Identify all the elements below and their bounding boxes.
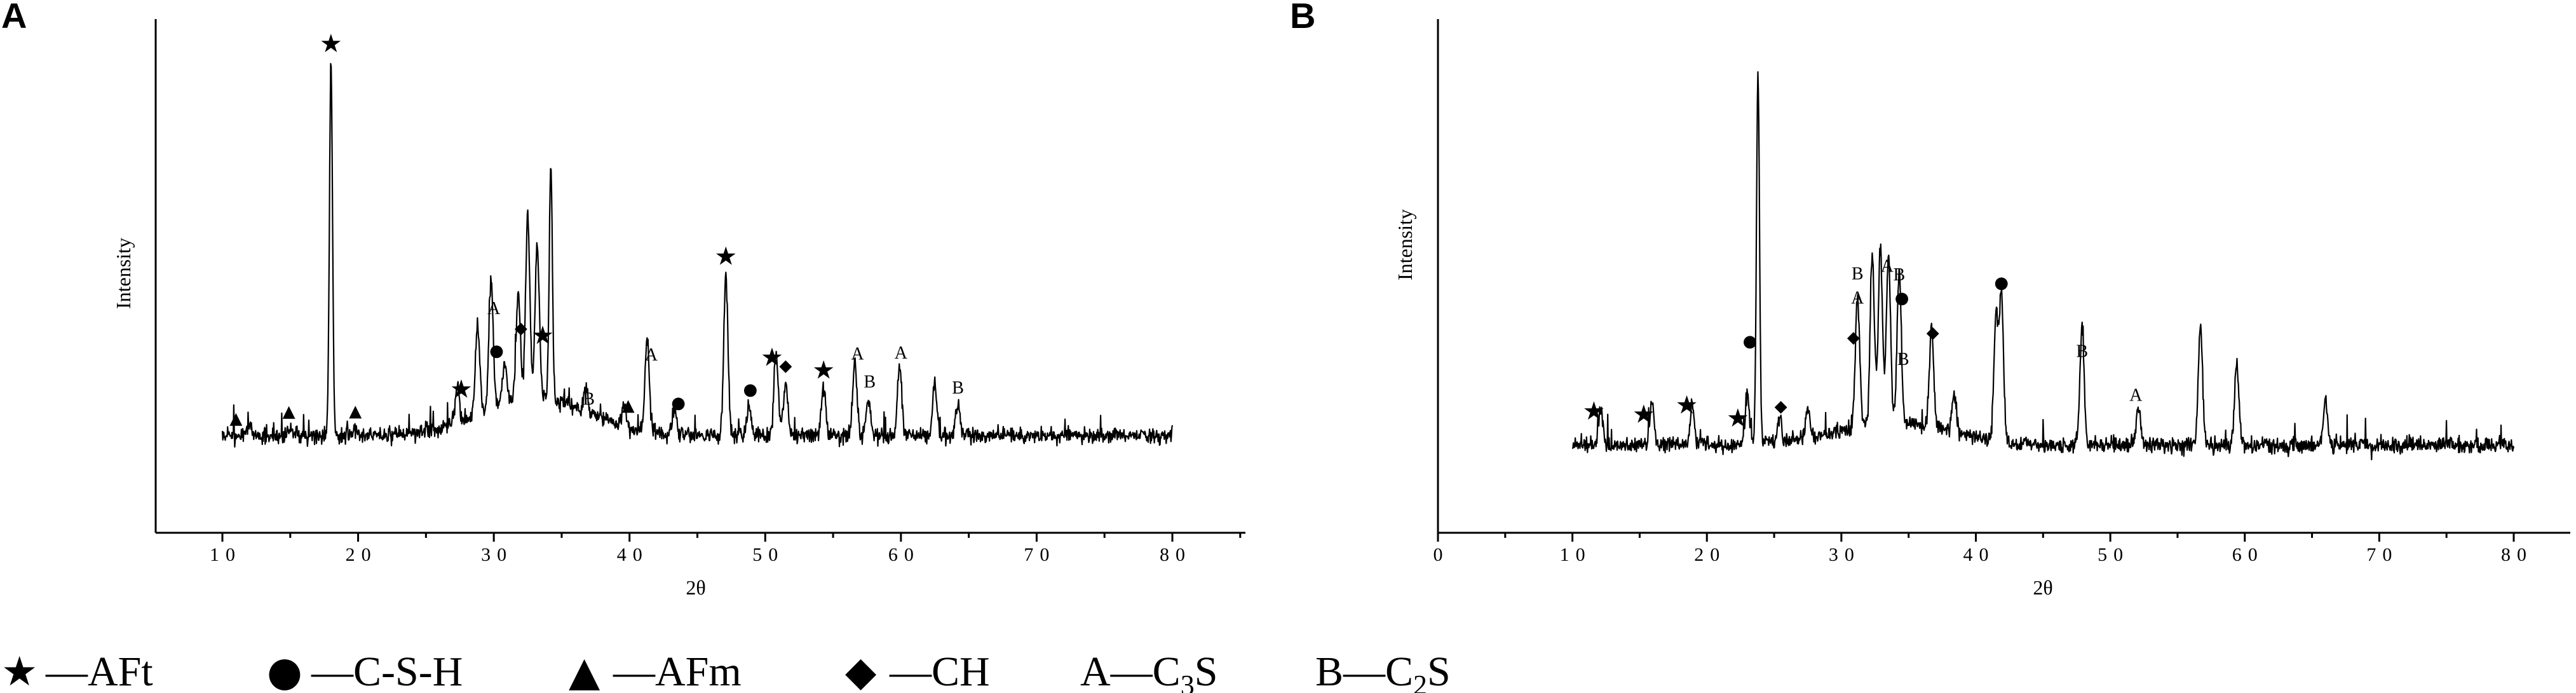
x-tick-label: 10 (1560, 544, 1592, 565)
panel-letter: A (1, 0, 27, 36)
peak-marker: ★ (761, 343, 783, 372)
x-tick-label: 40 (617, 544, 649, 565)
y-axis-label: Intensity (1393, 209, 1416, 280)
peak-marker: ● (489, 341, 504, 360)
legend-tail: S (1195, 648, 1218, 693)
peak-marker: ◆ (1927, 324, 1939, 343)
legend-symbol: ▲ (569, 648, 600, 693)
x-tick-label: 0 (1434, 544, 1449, 565)
x-tick-label: 50 (752, 544, 784, 565)
x-tick-label: 70 (2366, 544, 2398, 565)
legend-symbol: ★ (1, 648, 37, 693)
legend-subscript: 2 (1413, 669, 1427, 693)
peak-marker: ● (1743, 332, 1758, 351)
y-axis-label: Intensity (112, 238, 135, 309)
peak-marker: ● (743, 380, 757, 399)
peak-marker: ● (1994, 273, 2009, 292)
peak-marker: ★ (450, 374, 473, 404)
peak-label: A (2129, 386, 2143, 406)
peak-label: B (1894, 265, 1906, 285)
peak-marker: ★ (1676, 390, 1698, 420)
peak-marker: ● (1895, 289, 1909, 308)
legend-label: —C-S-H (311, 648, 463, 693)
panel-letter: B (1290, 0, 1315, 36)
x-tick-label: 60 (888, 544, 920, 565)
peak-marker: ★ (1632, 400, 1655, 429)
peak-label: A (895, 343, 908, 363)
legend-label: —CH (889, 648, 990, 693)
legend: ★ —AFt ● —C-S-H ▲ —AFm ◆ —CH A—C3S B—C2S (1, 648, 1451, 693)
x-tick-label: 20 (346, 544, 377, 565)
peak-label: A (851, 344, 864, 364)
peak-label: B (1852, 264, 1864, 284)
legend-label: A—C3S (1080, 648, 1217, 693)
x-tick-label: 30 (1829, 544, 1861, 565)
peak-marker: ▲ (622, 396, 635, 415)
diffraction-trace (1571, 71, 2515, 461)
peak-marker: ★ (320, 29, 342, 58)
peak-label: A (1881, 257, 1894, 277)
peak-marker: ◆ (1847, 328, 1860, 347)
peak-marker: ● (671, 394, 686, 413)
peak-label: A (645, 345, 658, 365)
peak-marker: ▲ (229, 409, 242, 429)
legend-symbol: ● (267, 648, 302, 693)
x-axis-label: 2θ (2033, 576, 2052, 599)
peak-label: A (487, 299, 501, 319)
legend-symbol: ◆ (845, 648, 877, 693)
x-tick-label: 80 (1160, 544, 1191, 565)
peak-label: A (1851, 288, 1864, 308)
x-tick-label: 20 (1694, 544, 1726, 565)
legend-label: B—C2S (1315, 648, 1451, 693)
legend-label: —AFt (45, 648, 153, 693)
peak-marker: ★ (1726, 404, 1749, 433)
x-tick-label: 10 (210, 544, 241, 565)
peak-marker: ◆ (779, 356, 792, 375)
peak-label: B (864, 373, 876, 392)
x-tick-label: 80 (2501, 544, 2533, 565)
x-axis-label: 2θ (686, 576, 705, 599)
panel-b: B 0 10 20 30 40 50 60 70 80 2θ Intensity ★ ★ ★ ★ ● ● ● ◆ ◆ ◆ A… (1290, 0, 2570, 599)
peak-label: B (2076, 341, 2088, 361)
legend-label: —AFm (613, 648, 742, 693)
peak-marker: ★ (1583, 397, 1606, 426)
x-tick-label: 70 (1024, 544, 1055, 565)
x-tick-label: 60 (2232, 544, 2264, 565)
x-tick-label: 40 (1963, 544, 1995, 565)
peak-marker: ▲ (349, 402, 362, 421)
legend-subscript: 3 (1181, 669, 1195, 693)
x-tick-label: 50 (2098, 544, 2129, 565)
x-tick-label: 30 (481, 544, 513, 565)
peak-label: B (1897, 350, 1909, 369)
diffraction-trace (221, 62, 1174, 448)
peak-label: B (952, 378, 964, 398)
peak-marker: ▲ (283, 402, 295, 422)
peak-marker: ◆ (515, 319, 527, 338)
peak-marker: ★ (714, 242, 737, 271)
peak-marker: ★ (812, 355, 835, 385)
peak-label: B (583, 389, 595, 409)
legend-tail: S (1427, 648, 1451, 693)
peak-marker: ◆ (1775, 397, 1787, 416)
peak-marker: ★ (531, 321, 554, 350)
